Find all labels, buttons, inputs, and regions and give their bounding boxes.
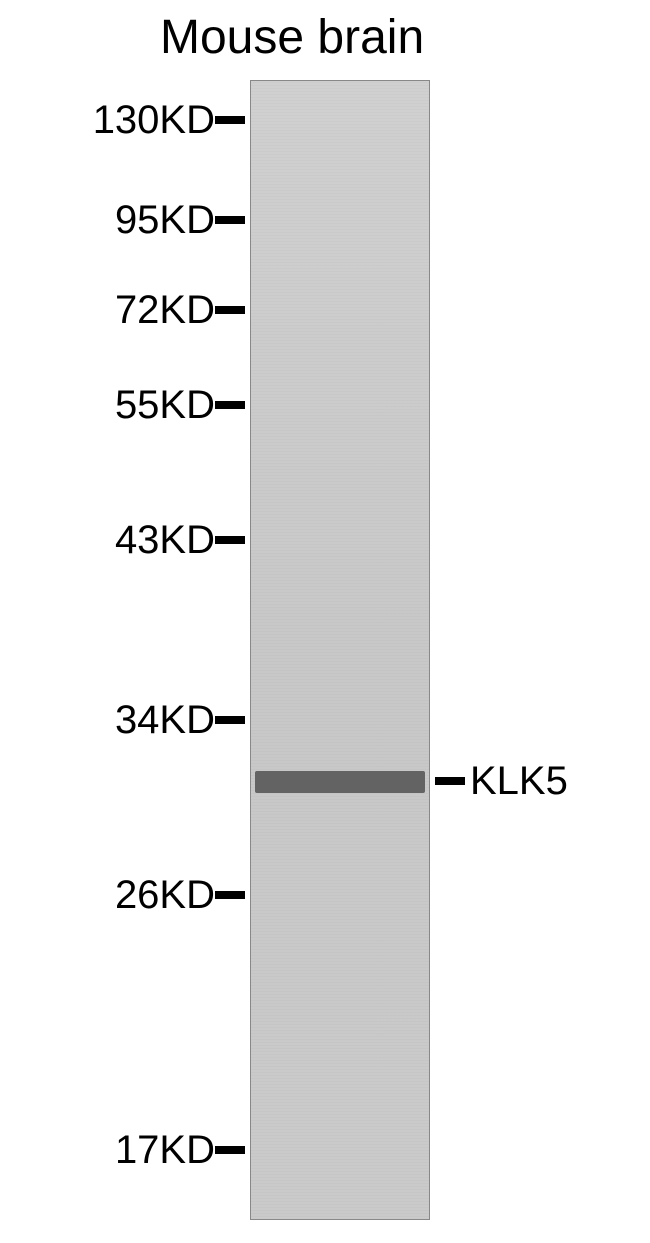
protein-name: KLK5 [470, 759, 568, 804]
marker-tick-26kd [215, 891, 245, 899]
marker-tick-72kd [215, 306, 245, 314]
marker-tick-55kd [215, 401, 245, 409]
marker-tick-34kd [215, 716, 245, 724]
western-blot-figure: Mouse brain 130KD 95KD 72KD 55KD 43KD 34… [0, 0, 650, 1243]
marker-tick-43kd [215, 536, 245, 544]
sample-title: Mouse brain [160, 10, 424, 65]
marker-17kd: 17KD [115, 1128, 215, 1173]
marker-26kd: 26KD [115, 873, 215, 918]
marker-95kd: 95KD [115, 198, 215, 243]
marker-tick-17kd [215, 1146, 245, 1154]
marker-43kd: 43KD [115, 518, 215, 563]
marker-130kd: 130KD [93, 98, 215, 143]
marker-tick-95kd [215, 216, 245, 224]
marker-34kd: 34KD [115, 698, 215, 743]
marker-55kd: 55KD [115, 383, 215, 428]
blot-lane [250, 80, 430, 1220]
protein-band [255, 771, 425, 793]
marker-72kd: 72KD [115, 288, 215, 333]
marker-tick-130kd [215, 116, 245, 124]
protein-tick [435, 777, 465, 785]
